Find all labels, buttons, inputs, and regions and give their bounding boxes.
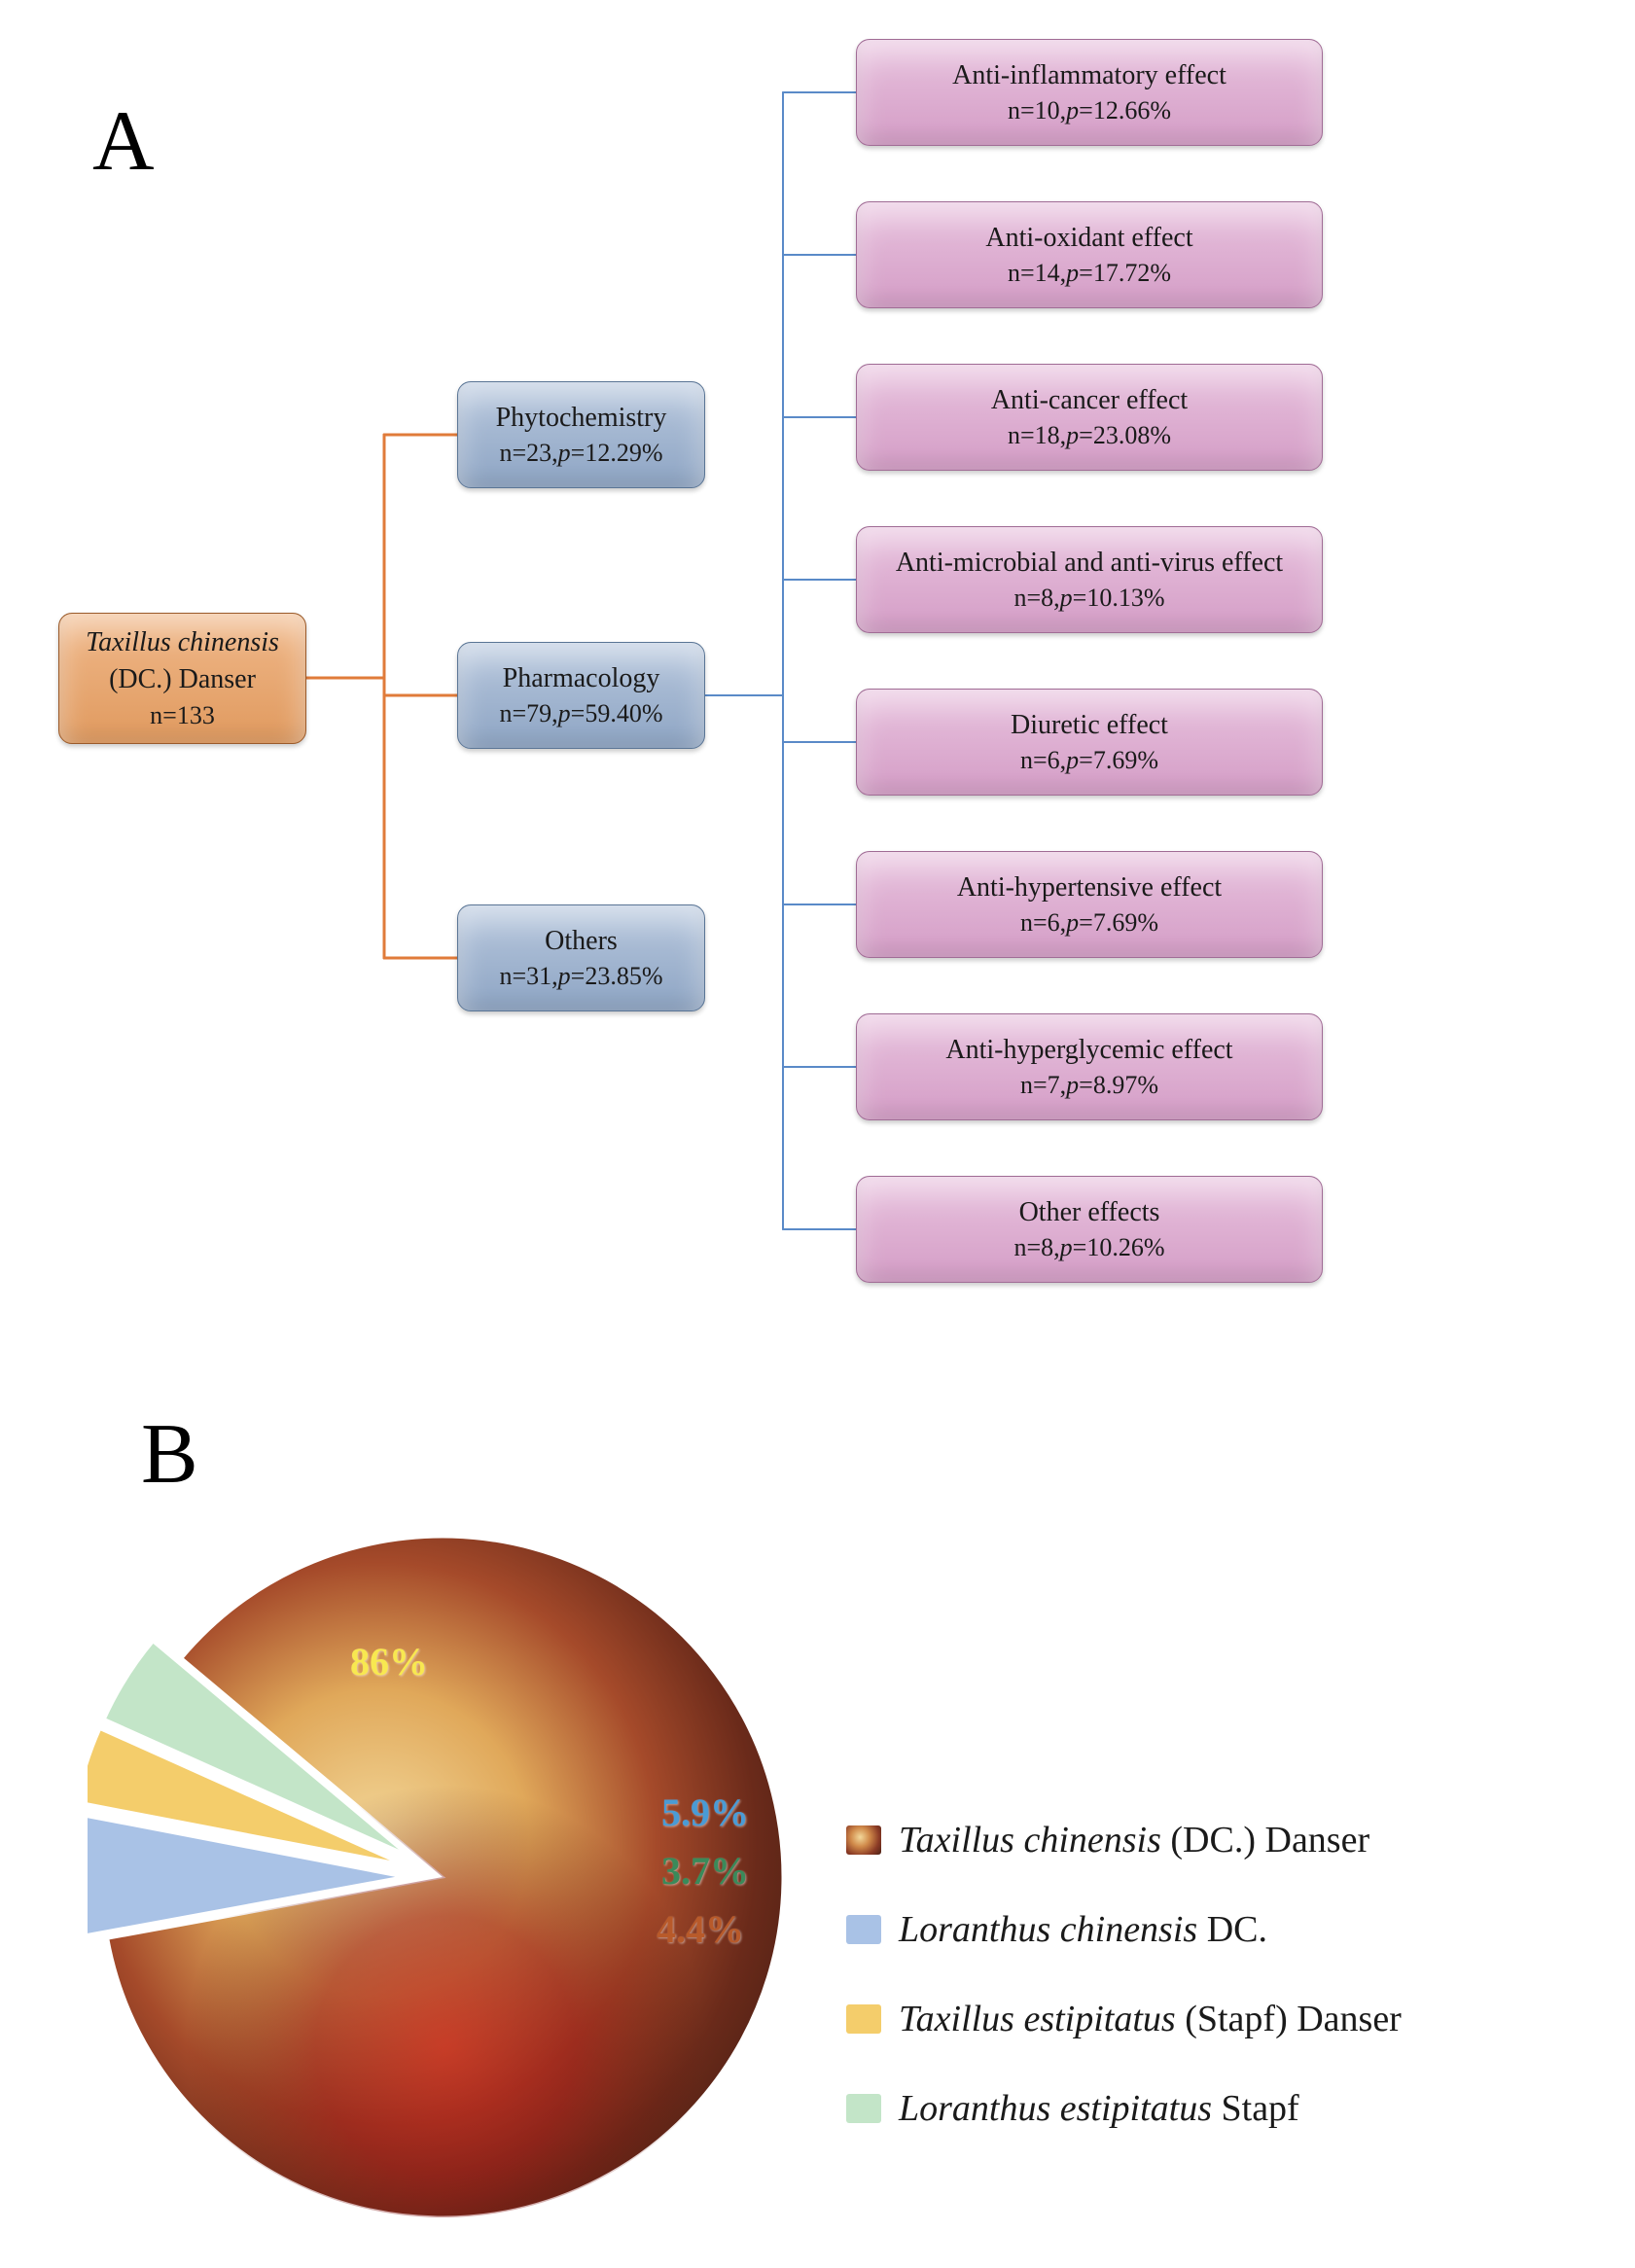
legend-item: Loranthus chinensis DC. xyxy=(846,1908,1402,1951)
tree-node: Diuretic effect n=6,p=7.69% xyxy=(856,689,1323,796)
legend-label: Loranthus chinensis DC. xyxy=(899,1908,1267,1951)
tree-node: Anti-hyperglycemic effect n=7,p=8.97% xyxy=(856,1013,1323,1120)
pie-slice-label: 86% xyxy=(350,1639,428,1684)
tree-node: Anti-microbial and anti-virus effect n=8… xyxy=(856,526,1323,633)
tree-node: Anti-cancer effect n=18,p=23.08% xyxy=(856,364,1323,471)
panel-label-b: B xyxy=(141,1405,198,1504)
pie-slice-label: 3.7% xyxy=(661,1848,749,1894)
pie-slice-label: 4.4% xyxy=(657,1906,744,1952)
tree-node: Other effects n=8,p=10.26% xyxy=(856,1176,1323,1283)
tree-node: Anti-hypertensive effect n=6,p=7.69% xyxy=(856,851,1323,958)
legend-item: Taxillus estipitatus (Stapf) Danser xyxy=(846,1998,1402,2040)
legend-swatch xyxy=(846,2094,881,2123)
tree-node: Anti-inflammatory effect n=10,p=12.66% xyxy=(856,39,1323,146)
legend-item: Loranthus estipitatus Stapf xyxy=(846,2087,1402,2130)
legend-label: Taxillus chinensis (DC.) Danser xyxy=(899,1819,1369,1861)
pie-legend: Taxillus chinensis (DC.) Danser Loranthus… xyxy=(846,1819,1402,2177)
pie-slice-label: 5.9% xyxy=(661,1790,749,1835)
tree-node: Anti-oxidant effect n=14,p=17.72% xyxy=(856,201,1323,308)
legend-label: Loranthus estipitatus Stapf xyxy=(899,2087,1299,2130)
legend-swatch xyxy=(846,1915,881,1944)
pie-chart: 86% 5.9% 3.7% 4.4% xyxy=(88,1522,798,2232)
tree-node: Pharmacology n=79,p=59.40% xyxy=(457,642,705,749)
tree-diagram: Taxillus chinensis (DC.) Danser n=133 Phy… xyxy=(58,39,1576,1371)
legend-item: Taxillus chinensis (DC.) Danser xyxy=(846,1819,1402,1861)
legend-swatch xyxy=(846,1825,881,1855)
legend-swatch xyxy=(846,2004,881,2034)
tree-node: Others n=31,p=23.85% xyxy=(457,904,705,1011)
legend-label: Taxillus estipitatus (Stapf) Danser xyxy=(899,1998,1402,2040)
tree-node: Phytochemistry n=23,p=12.29% xyxy=(457,381,705,488)
tree-node: Taxillus chinensis (DC.) Danser n=133 xyxy=(58,613,306,744)
